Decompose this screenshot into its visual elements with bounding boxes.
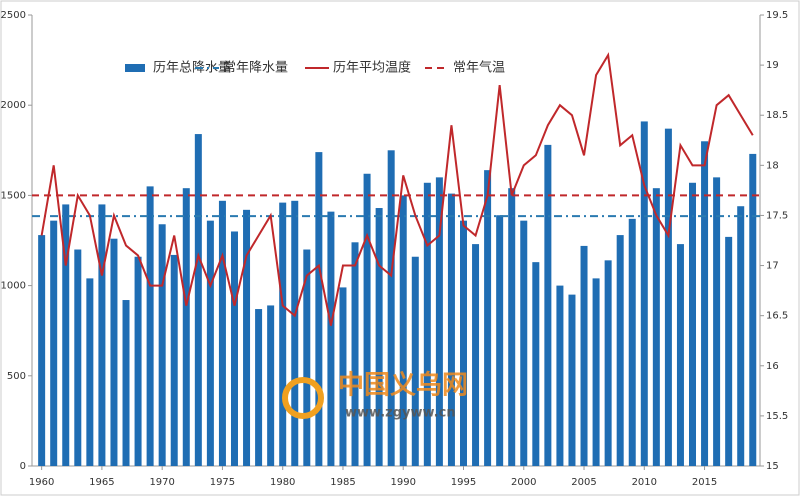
bar — [640, 121, 648, 466]
bar — [230, 231, 238, 466]
bar — [580, 245, 588, 466]
bar — [556, 285, 564, 466]
bar — [279, 202, 287, 466]
x-tick-label: 1985 — [330, 477, 355, 488]
bar — [737, 206, 745, 466]
x-tick-label: 1990 — [391, 477, 416, 488]
watermark-url: www.zgyww.cn — [345, 406, 456, 421]
y2-tick-label: 17.5 — [766, 210, 788, 221]
bar — [206, 220, 214, 466]
bar — [327, 211, 335, 466]
bar — [267, 305, 275, 466]
y2-tick-label: 18.5 — [766, 110, 788, 121]
bar — [170, 254, 178, 466]
bar — [38, 235, 46, 466]
bar — [243, 209, 251, 466]
bar — [676, 244, 684, 466]
bar — [411, 256, 419, 466]
y2-tick-label: 19 — [766, 60, 779, 71]
bar — [375, 208, 383, 466]
watermark-logo — [282, 377, 324, 419]
bar — [616, 235, 624, 466]
y2-tick-label: 15.5 — [766, 411, 788, 422]
y2-tick-label: 15 — [766, 461, 779, 472]
watermark-title: 中国义乌网 — [338, 370, 468, 401]
y-tick-label: 2000 — [1, 100, 26, 111]
bar — [86, 278, 94, 466]
bar — [496, 215, 504, 466]
legend-label: 历年总降水量 — [153, 61, 231, 76]
bar — [472, 244, 480, 466]
bar — [315, 152, 323, 466]
x-tick-label: 1980 — [270, 477, 295, 488]
x-tick-label: 2010 — [632, 477, 657, 488]
bar — [182, 188, 190, 466]
x-tick-label: 1960 — [29, 477, 54, 488]
y2-tick-label: 16 — [766, 361, 779, 372]
bar — [664, 128, 672, 467]
bar — [447, 193, 455, 466]
bar — [146, 186, 154, 466]
bar — [484, 170, 492, 467]
y-tick-label: 2500 — [1, 10, 26, 21]
bar — [158, 224, 166, 466]
x-tick-label: 2015 — [692, 477, 717, 488]
y-tick-label: 0 — [20, 461, 26, 472]
bar — [604, 260, 612, 466]
legend-label: 常年气温 — [453, 60, 505, 76]
x-tick-label: 1970 — [149, 477, 174, 488]
bar — [701, 141, 709, 466]
bar — [652, 188, 660, 466]
x-tick-label: 2005 — [571, 477, 596, 488]
y-tick-label: 1500 — [1, 190, 26, 201]
bar — [592, 278, 600, 466]
legend-label: 历年平均温度 — [333, 60, 411, 76]
bar — [134, 256, 142, 466]
bar — [689, 182, 697, 466]
y-tick-label: 1000 — [1, 281, 26, 292]
bar — [423, 182, 431, 466]
y-tick-label: 500 — [7, 371, 26, 382]
bar — [62, 204, 70, 467]
y2-tick-label: 17 — [766, 261, 779, 272]
bar — [291, 200, 299, 466]
bar — [459, 220, 467, 466]
bar — [255, 309, 263, 466]
bar — [50, 220, 58, 466]
bar — [387, 150, 395, 467]
bar — [399, 195, 407, 466]
bar — [74, 249, 82, 466]
bar — [98, 204, 106, 467]
temperature-line — [40, 52, 754, 326]
bar — [749, 153, 757, 466]
bar — [520, 220, 528, 466]
bar — [725, 236, 733, 466]
bar — [532, 262, 540, 466]
bar — [351, 242, 359, 466]
bar — [508, 188, 516, 466]
legend-swatch — [125, 64, 145, 72]
bar — [435, 177, 443, 467]
bar — [544, 144, 552, 466]
y2-tick-label: 19.5 — [766, 10, 788, 21]
bar — [218, 200, 226, 466]
bar — [303, 249, 311, 466]
bar — [122, 300, 130, 466]
bar — [628, 218, 636, 466]
legend-label: 常年降水量 — [223, 61, 288, 76]
y2-tick-label: 18 — [766, 160, 779, 171]
x-tick-label: 1995 — [451, 477, 476, 488]
bar — [110, 238, 118, 466]
bar — [363, 173, 371, 466]
bar — [568, 294, 576, 466]
x-tick-label: 2000 — [511, 477, 536, 488]
bar — [713, 177, 721, 467]
bar — [339, 287, 347, 466]
y2-tick-label: 16.5 — [766, 311, 788, 322]
x-tick-label: 1975 — [210, 477, 235, 488]
x-tick-label: 1965 — [89, 477, 114, 488]
bar — [194, 134, 202, 466]
